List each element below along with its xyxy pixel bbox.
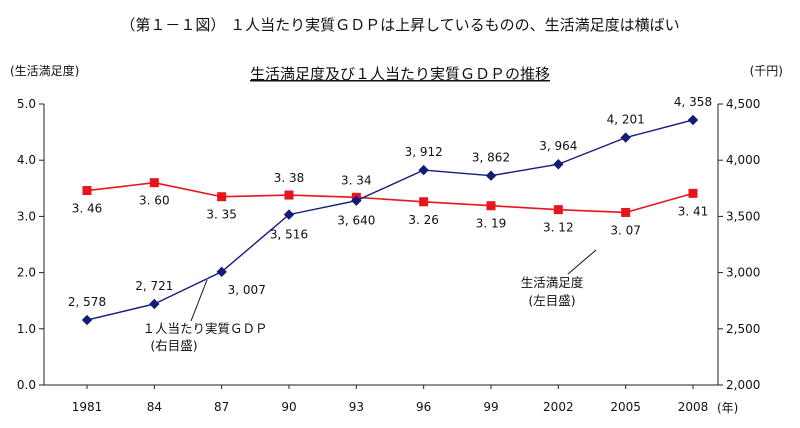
right-tick-label: 3,000 bbox=[726, 266, 760, 280]
annotation-gdp: １人当たり実質ＧＤＰ (右目盛) bbox=[142, 279, 268, 353]
data-labels: 3. 46 3. 60 3. 35 3. 38 3. 34 3. 26 3. 19 3. 12… bbox=[68, 95, 712, 309]
left-tick-label: 0.0 bbox=[17, 378, 36, 392]
gdp-data-label: 2, 578 bbox=[68, 295, 106, 309]
satisfaction-marker bbox=[688, 188, 698, 198]
gdp-marker bbox=[283, 209, 295, 220]
x-tick-label: 2008 bbox=[678, 400, 709, 414]
annotation-satisfaction-axis: (左目盛) bbox=[528, 293, 575, 308]
gdp-data-label: 4, 358 bbox=[674, 95, 712, 109]
satisfaction-marker bbox=[284, 190, 294, 200]
satisfaction-data-label: 3. 46 bbox=[72, 202, 103, 216]
gdp-marker bbox=[485, 170, 497, 181]
gdp-marker bbox=[216, 266, 227, 278]
annotation-satisfaction: 生活満足度 (左目盛) bbox=[521, 249, 597, 308]
tick-labels: 0.0 2,000 1.0 2,500 2.0 3,000 3.0 3,500 4.0 4,000… bbox=[17, 97, 760, 414]
x-axis-unit: (年) bbox=[717, 401, 738, 415]
satisfaction-data-label: 3. 07 bbox=[610, 223, 641, 237]
satisfaction-marker bbox=[553, 205, 563, 215]
satisfaction-data-label: 3. 12 bbox=[543, 221, 574, 235]
x-tick-label: 2002 bbox=[543, 400, 574, 414]
satisfaction-data-label: 3. 60 bbox=[139, 194, 170, 208]
x-tick-label: 96 bbox=[416, 400, 431, 414]
x-tick-label: 1981 bbox=[72, 400, 103, 414]
left-tick-label: 2.0 bbox=[17, 266, 36, 280]
gdp-data-label: 3, 912 bbox=[405, 145, 443, 159]
x-tick-label: 99 bbox=[483, 400, 498, 414]
x-tick-label: 93 bbox=[349, 400, 364, 414]
left-tick-label: 4.0 bbox=[17, 153, 36, 167]
gdp-data-label: 3, 862 bbox=[472, 151, 510, 165]
satisfaction-data-label: 3. 26 bbox=[408, 213, 439, 227]
annotation-gdp-leader bbox=[190, 279, 208, 322]
right-tick-label: 3,500 bbox=[726, 209, 760, 223]
annotation-gdp-name: １人当たり実質ＧＤＰ bbox=[142, 321, 267, 336]
x-tick-label: 2005 bbox=[610, 400, 641, 414]
x-tick-label: 90 bbox=[281, 400, 296, 414]
axes bbox=[39, 103, 723, 389]
x-tick-label: 84 bbox=[147, 400, 162, 414]
annotation-satisfaction-name: 生活満足度 bbox=[521, 275, 584, 290]
right-tick-label: 2,500 bbox=[726, 322, 760, 336]
satisfaction-marker bbox=[149, 178, 159, 188]
x-tick-label: 87 bbox=[214, 400, 229, 414]
satisfaction-marker bbox=[621, 207, 631, 217]
gdp-line bbox=[86, 119, 694, 321]
left-tick-label: 5.0 bbox=[17, 97, 36, 111]
satisfaction-data-label: 3. 34 bbox=[341, 173, 372, 187]
satisfaction-data-label: 3. 41 bbox=[678, 204, 709, 218]
right-tick-label: 2,000 bbox=[726, 378, 760, 392]
left-axis-label: (生活満足度) bbox=[10, 63, 79, 78]
right-tick-label: 4,000 bbox=[726, 153, 760, 167]
left-tick-label: 3.0 bbox=[17, 209, 36, 223]
gdp-data-label: 3, 516 bbox=[270, 228, 308, 242]
satisfaction-marker bbox=[486, 201, 496, 211]
left-tick-label: 1.0 bbox=[17, 322, 36, 336]
satisfaction-line bbox=[86, 181, 694, 214]
gdp-data-label: 3, 640 bbox=[337, 214, 375, 228]
annotation-gdp-axis: (右目盛) bbox=[150, 338, 197, 353]
series-layer bbox=[81, 114, 699, 326]
gdp-data-label: 3, 964 bbox=[539, 139, 577, 153]
gdp-marker bbox=[351, 195, 362, 206]
gdp-marker bbox=[620, 132, 631, 143]
gdp-marker bbox=[553, 159, 564, 170]
satisfaction-data-label: 3. 38 bbox=[274, 171, 305, 185]
satisfaction-data-label: 3. 35 bbox=[206, 208, 237, 222]
gdp-marker bbox=[418, 164, 429, 176]
satisfaction-data-label: 3. 19 bbox=[476, 217, 507, 231]
gdp-marker bbox=[149, 298, 160, 310]
figure-title: （第１－１図） １人当たり実質ＧＤＰは上昇しているものの、生活満足度は横ばい bbox=[120, 16, 679, 34]
satisfaction-marker bbox=[419, 197, 429, 207]
gdp-data-label: 4, 201 bbox=[607, 113, 645, 127]
chart-title: 生活満足度及び１人当たり実質ＧＤＰの推移 bbox=[250, 65, 550, 83]
right-tick-label: 4,500 bbox=[726, 97, 760, 111]
gdp-data-label: 2, 721 bbox=[135, 279, 173, 293]
gdp-marker bbox=[81, 314, 93, 326]
satisfaction-marker bbox=[217, 192, 227, 202]
satisfaction-marker bbox=[82, 186, 92, 196]
gdp-marker bbox=[687, 114, 699, 126]
right-axis-label: (千円) bbox=[750, 64, 783, 78]
gdp-data-label: 3, 007 bbox=[228, 283, 266, 297]
annotation-satisfaction-leader bbox=[567, 249, 597, 275]
